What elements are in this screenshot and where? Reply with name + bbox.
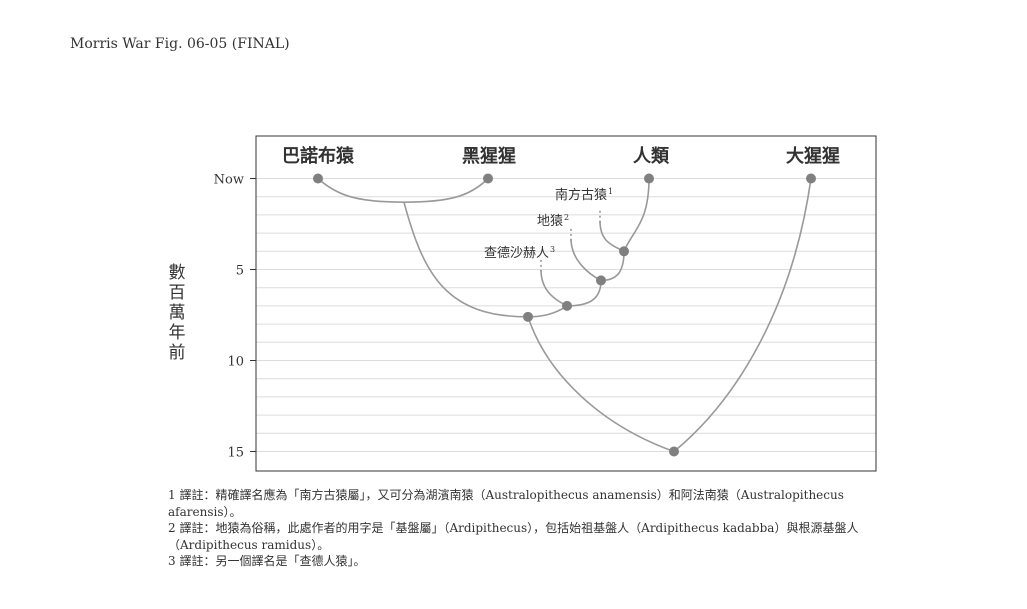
fossil-label-ardipith: 地猿 xyxy=(537,214,563,229)
figure-label: Morris War Fig. 06-05 (FINAL) xyxy=(70,36,290,52)
branches xyxy=(317,177,812,453)
gridlines xyxy=(250,178,876,452)
branch-ardi-sahel xyxy=(566,280,602,307)
fossil-label-australopith: 南方古猿 xyxy=(555,187,607,203)
split-node-root xyxy=(669,446,679,457)
y-axis-label: 數百萬年前 xyxy=(169,263,186,363)
species-label-human: 人類 xyxy=(633,146,670,167)
fossil-note-marker-sahelanthropus: 3 xyxy=(550,245,555,254)
footnote-2: 2 譯註：地猿為俗稱，此處作者的用字是「基盤屬」（Ardipithecus），包… xyxy=(168,521,859,552)
split-node-hominin_ardi xyxy=(596,275,606,286)
y-tick-label: Now xyxy=(214,173,244,188)
fossil-note-marker-australopith: 1 xyxy=(608,187,613,196)
branch-sahel-split xyxy=(527,305,568,318)
branch-bonobo xyxy=(317,177,405,203)
branch-ardipith xyxy=(570,238,602,282)
split-node-hominin_aus xyxy=(619,246,629,257)
plot-frame xyxy=(255,135,877,472)
branch-gorilla xyxy=(673,178,812,453)
species-point-bonobo xyxy=(313,173,323,184)
branch-human xyxy=(623,178,650,252)
species-point-gorilla xyxy=(806,173,816,184)
species-label-chimp: 黑猩猩 xyxy=(462,145,516,167)
branch-hc-root xyxy=(527,316,675,453)
split-node-human_chimp xyxy=(523,311,533,322)
split-node-hominin_sahel xyxy=(562,300,572,311)
species-label-bonobo: 巴諾布猿 xyxy=(282,145,355,167)
nodes xyxy=(313,173,816,457)
fossil-label-sahelanthropus: 查德沙赫人 xyxy=(484,246,549,261)
footnotes: 1 譯註：精確譯名應為「南方古猿屬」，又可分為湖濱南猿（Australopith… xyxy=(168,487,888,570)
y-tick-label: 10 xyxy=(227,355,244,370)
y-tick-label: 5 xyxy=(236,264,244,279)
footnote-3: 3 譯註：另一個譯名是「查德人猿」。 xyxy=(168,554,366,568)
branch-aus-ardi xyxy=(600,251,625,282)
y-tick-label: 15 xyxy=(227,446,244,461)
species-point-chimp xyxy=(483,173,493,184)
footnote-1: 1 譯註：精確譯名應為「南方古猿屬」，又可分為湖濱南猿（Australopith… xyxy=(168,488,844,519)
branch-australopith xyxy=(599,220,625,253)
branch-pan-stem xyxy=(403,201,529,318)
species-point-human xyxy=(644,173,654,184)
species-label-gorilla: 大猩猩 xyxy=(786,145,840,167)
fossil-note-marker-ardipith: 2 xyxy=(564,213,569,222)
branch-chimp xyxy=(403,177,489,203)
